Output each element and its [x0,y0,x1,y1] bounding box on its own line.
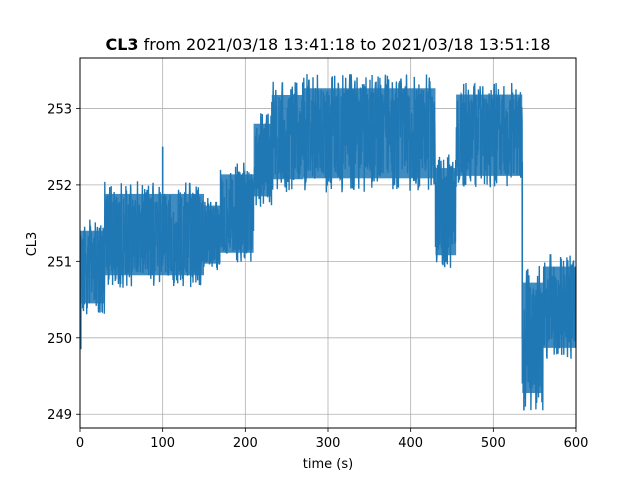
x-tick-label: 400 [398,436,423,451]
series-layer [80,74,576,411]
x-tick-label: 100 [150,436,175,451]
title-bold: CL3 [105,35,138,54]
y-tick-label: 251 [47,255,72,270]
y-axis-label: CL3 [25,232,40,257]
y-tick-label: 249 [47,408,72,423]
series-line [80,74,576,411]
title-rest: from 2021/03/18 13:41:18 to 2021/03/18 1… [139,35,551,54]
x-axis-label: time (s) [303,457,353,472]
x-tick-label: 600 [564,436,589,451]
y-tick-label: 252 [47,179,72,194]
y-tick-label: 253 [47,102,72,117]
x-tick-label: 200 [233,436,258,451]
x-tick-label: 500 [481,436,506,451]
x-tick-label: 0 [76,436,84,451]
x-tick-label: 300 [316,436,341,451]
y-tick-label: 250 [47,332,72,347]
axis-ticks: 0 100 200 300 400 500 600 249 250 251 252 253 [47,102,588,451]
chart-title: CL3 from 2021/03/18 13:41:18 to 2021/03/… [105,35,550,54]
